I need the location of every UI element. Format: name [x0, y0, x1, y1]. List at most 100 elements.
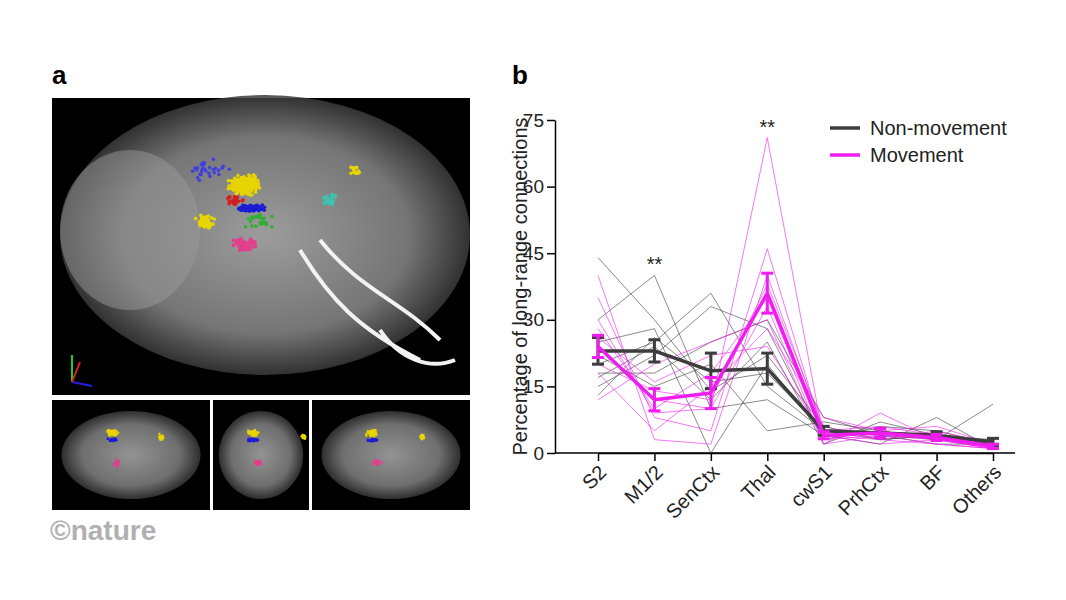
cell-dot — [250, 224, 254, 228]
error-cap — [705, 407, 717, 410]
cell-dot — [211, 222, 215, 226]
image-background — [312, 400, 470, 510]
y-tick-mark — [547, 453, 555, 455]
cell-dot — [217, 169, 221, 173]
brain-main — [52, 95, 470, 395]
x-tick-label: S2 — [578, 461, 611, 494]
image-background — [213, 400, 309, 510]
cell-dot — [375, 460, 378, 463]
cell-dot — [112, 464, 115, 467]
cell-dot — [244, 248, 248, 252]
x-tick-label: SenCtx — [661, 461, 723, 523]
cell-dot — [258, 207, 262, 211]
error-bar — [653, 340, 656, 362]
axis-indicator — [72, 382, 92, 386]
cell-dot — [254, 177, 258, 181]
brain-shape — [60, 95, 470, 375]
error-cap — [818, 430, 830, 433]
cell-dot — [107, 429, 110, 432]
cell-dot — [324, 201, 328, 205]
chart-b: 01530456075S2M1/2SenCtxThalcwS1PrhCtxBFO… — [509, 110, 1015, 523]
cell-dot — [375, 459, 378, 462]
cell-dot — [367, 438, 370, 441]
cell-dot — [241, 198, 245, 202]
cell-dot — [242, 207, 246, 211]
cell-dot — [200, 215, 204, 219]
cell-dot — [252, 438, 255, 441]
cell-dot — [253, 208, 257, 212]
x-tick: PrhCtx — [834, 453, 893, 520]
cell-dot — [251, 438, 254, 441]
cell-dot — [232, 202, 236, 206]
cell-dot — [251, 432, 254, 435]
cell-dot — [112, 438, 115, 441]
cell-dot — [246, 191, 250, 195]
cell-dot — [357, 169, 361, 173]
individual-line — [598, 338, 993, 445]
cell-dot — [208, 166, 212, 170]
x-tick-mark — [711, 453, 713, 461]
error-cap — [874, 436, 886, 439]
error-bar — [597, 335, 600, 357]
individual-line — [598, 275, 993, 439]
cell-dot — [256, 461, 259, 464]
cell-dot — [328, 199, 332, 203]
cell-dot — [158, 433, 161, 436]
cell-dot — [228, 195, 232, 199]
watermark: ©nature — [50, 515, 156, 546]
cell-dot — [253, 181, 257, 185]
cell-dot — [214, 167, 218, 171]
cell-dot — [375, 439, 378, 442]
error-cap — [705, 352, 717, 355]
cell-dot — [207, 172, 211, 176]
individual-line — [598, 138, 993, 449]
cell-dot — [253, 433, 256, 436]
cell-dot — [256, 461, 259, 464]
cell-dot — [217, 173, 221, 177]
cell-dot — [253, 207, 257, 211]
cell-dot — [240, 199, 244, 203]
y-tick: 0 — [533, 443, 555, 464]
cell-dot — [113, 429, 116, 432]
cell-dot — [247, 206, 251, 210]
error-cap — [592, 334, 604, 337]
cell-dot — [107, 438, 110, 441]
cell-dot — [423, 436, 426, 439]
x-tick-mark — [936, 453, 938, 461]
x-tick: BF — [915, 453, 949, 494]
y-tick-mark — [547, 386, 555, 388]
cell-dot — [256, 186, 260, 190]
x-axis: S2M1/2SenCtxThalcwS1PrhCtxBFOthers — [555, 453, 1015, 523]
cell-dot — [199, 219, 203, 223]
cell-dot — [420, 437, 423, 440]
x-tick-label: cwS1 — [786, 461, 836, 511]
cell-dot — [227, 195, 231, 199]
figure-svg: ab©nature01530456075S2M1/2SenCtxThalcwS1… — [0, 0, 1066, 600]
cell-dot — [221, 164, 225, 168]
cell-dot — [303, 435, 306, 438]
cell-dot — [202, 162, 206, 166]
cell-dot — [254, 190, 258, 194]
error-cap — [592, 363, 604, 366]
cell-dot — [249, 220, 253, 224]
cell-dot — [246, 176, 250, 180]
brain-cerebellum — [60, 150, 200, 310]
cell-dot — [203, 167, 207, 171]
cell-dot — [250, 193, 254, 197]
annotation: ** — [647, 253, 663, 275]
error-cap — [818, 437, 830, 440]
x-tick: Others — [948, 453, 1006, 519]
cell-dot — [107, 438, 110, 441]
error-cap — [761, 383, 773, 386]
cell-dot — [208, 226, 212, 230]
cell-dot — [265, 221, 269, 225]
x-tick-mark — [993, 453, 995, 461]
brain-shape — [321, 411, 460, 499]
y-tick-mark — [547, 186, 555, 188]
cell-dot — [199, 173, 203, 177]
cell-dot — [370, 431, 373, 434]
cell-dot — [376, 439, 379, 442]
cell-dot — [254, 429, 257, 432]
cell-dot — [375, 434, 378, 437]
brain-fibres — [300, 240, 455, 364]
